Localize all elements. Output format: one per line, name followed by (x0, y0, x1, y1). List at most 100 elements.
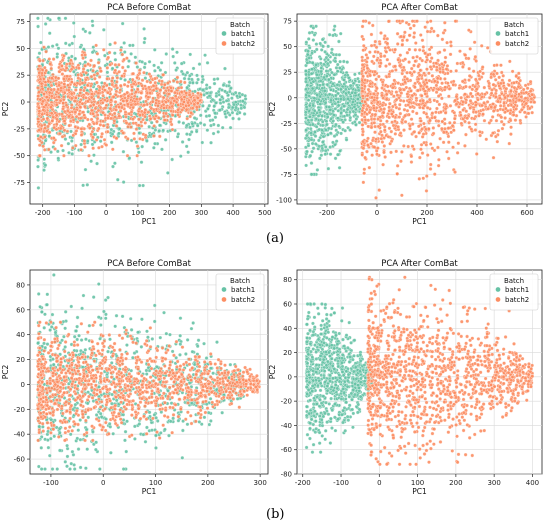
point-batch2 (376, 100, 380, 105)
point-batch1 (178, 316, 183, 320)
point-batch2 (409, 66, 414, 71)
point-batch2 (92, 63, 97, 68)
point-batch2 (514, 107, 519, 111)
point-batch2 (126, 80, 131, 84)
point-batch2 (397, 115, 402, 119)
point-batch2 (73, 95, 78, 100)
point-batch2 (111, 95, 116, 99)
point-batch1 (328, 145, 333, 149)
point-batch2 (385, 36, 390, 41)
point-batch2 (410, 19, 415, 24)
point-batch1 (325, 112, 330, 117)
point-batch1 (190, 121, 195, 126)
point-batch2 (407, 33, 412, 38)
point-batch2 (365, 56, 370, 60)
point-batch2 (383, 155, 387, 159)
point-batch1 (331, 140, 335, 145)
point-batch2 (98, 105, 103, 110)
point-batch2 (42, 65, 47, 70)
point-batch2 (42, 92, 46, 96)
point-batch2 (479, 43, 484, 48)
point-batch2 (379, 129, 383, 134)
point-batch1 (353, 72, 357, 77)
point-batch2 (437, 50, 442, 55)
point-batch2 (421, 132, 426, 136)
point-batch2 (135, 144, 140, 149)
point-batch2 (49, 66, 54, 71)
point-batch2 (384, 64, 388, 68)
point-batch1 (123, 429, 128, 434)
point-batch2 (509, 94, 514, 98)
point-batch1 (323, 148, 328, 153)
point-batch2 (91, 135, 95, 140)
point-batch2 (516, 81, 521, 86)
point-batch2 (90, 129, 95, 134)
point-batch1 (307, 114, 312, 119)
point-batch1 (212, 77, 217, 82)
point-batch1 (346, 90, 351, 95)
point-batch1 (157, 128, 162, 133)
point-batch1 (181, 72, 185, 76)
point-batch2 (161, 102, 166, 107)
point-batch1 (357, 79, 361, 84)
point-batch2 (528, 89, 533, 93)
point-batch2 (152, 134, 156, 138)
point-batch2 (474, 59, 479, 63)
point-batch2 (67, 114, 71, 119)
point-batch2 (37, 70, 42, 75)
point-batch1 (205, 107, 210, 111)
point-batch2 (439, 110, 443, 114)
point-batch2 (396, 125, 401, 129)
point-batch2 (402, 107, 407, 112)
point-batch2 (403, 30, 407, 35)
point-batch2 (394, 97, 399, 102)
point-batch2 (399, 159, 403, 164)
point-batch1 (223, 112, 228, 116)
point-batch2 (428, 65, 433, 69)
point-batch2 (184, 91, 189, 96)
point-batch1 (228, 125, 233, 130)
point-batch2 (57, 95, 61, 99)
point-batch1 (207, 113, 212, 118)
point-batch2 (101, 84, 106, 89)
point-batch2 (378, 61, 383, 65)
point-batch2 (74, 88, 78, 92)
point-batch1 (197, 420, 202, 424)
point-batch2 (380, 80, 385, 84)
point-batch1 (129, 52, 133, 56)
point-batch2 (372, 73, 377, 77)
point-batch2 (69, 67, 74, 72)
point-batch2 (70, 146, 75, 150)
point-batch2 (62, 85, 67, 89)
point-batch1 (318, 102, 323, 106)
point-batch1 (305, 83, 310, 88)
point-batch2 (135, 75, 140, 80)
point-batch2 (363, 99, 367, 104)
point-batch2 (374, 45, 379, 50)
point-batch2 (491, 72, 496, 77)
point-batch2 (496, 128, 501, 133)
point-batch2 (95, 71, 100, 76)
point-batch2 (153, 80, 158, 85)
point-batch2 (114, 79, 119, 84)
point-batch2 (379, 136, 384, 141)
point-batch2 (37, 109, 42, 114)
point-batch1 (65, 454, 70, 459)
point-batch2 (474, 87, 479, 92)
point-batch2 (467, 74, 472, 78)
point-batch1 (141, 183, 145, 188)
point-batch2 (384, 97, 389, 102)
point-batch2 (59, 86, 63, 91)
point-batch2 (471, 69, 476, 74)
point-batch2 (509, 125, 513, 130)
point-batch1 (97, 385, 101, 389)
point-batch2 (393, 132, 398, 136)
point-batch1 (336, 103, 341, 108)
point-batch1 (69, 129, 73, 134)
point-batch1 (209, 123, 213, 128)
point-batch1 (312, 33, 317, 37)
point-batch2 (382, 54, 387, 58)
point-batch2 (83, 53, 87, 57)
point-batch1 (353, 90, 358, 95)
point-batch1 (45, 292, 50, 297)
